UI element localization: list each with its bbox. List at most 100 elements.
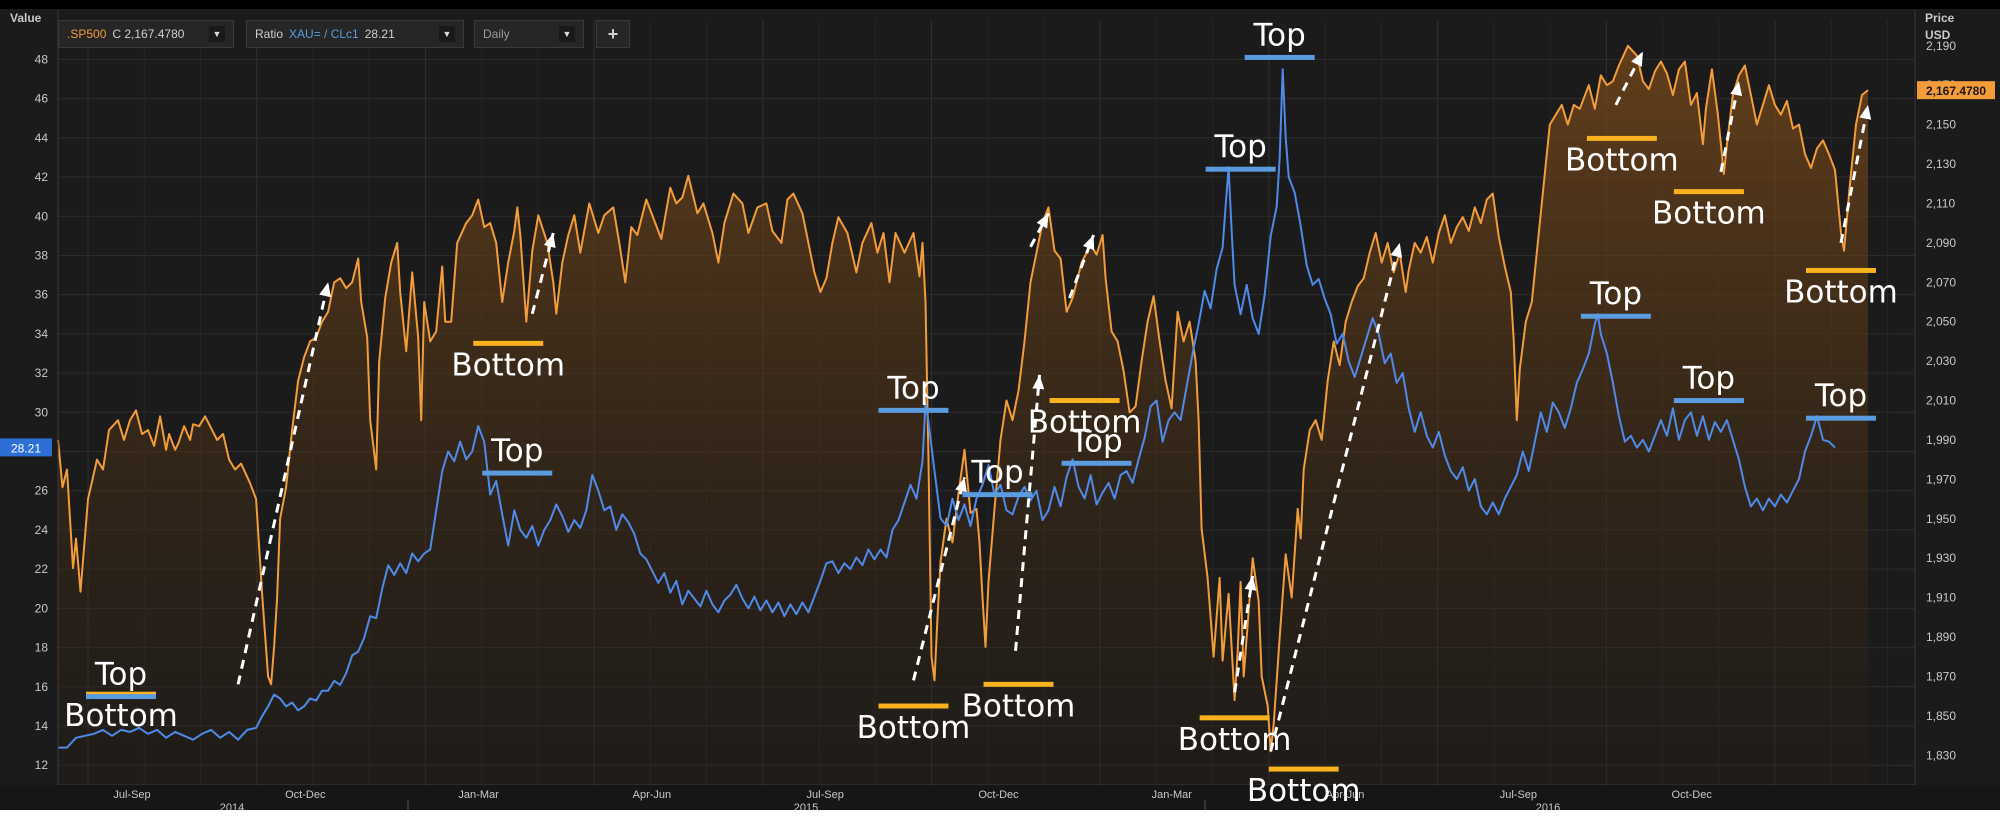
trend-arrow — [912, 477, 966, 681]
arrow-head — [1730, 81, 1743, 97]
left-axis-title: Value — [10, 11, 42, 25]
x-tick-label: Jan-Mar — [458, 789, 499, 801]
left-tick-label: 16 — [35, 680, 49, 694]
left-tick-label: 36 — [35, 288, 49, 302]
interval-select[interactable]: Daily ▼ — [474, 20, 584, 48]
top-marker — [962, 492, 1033, 498]
add-series-button[interactable]: + — [596, 20, 630, 48]
trend-arrow — [1029, 212, 1050, 248]
right-tick-label: 1,850 — [1926, 709, 1956, 723]
x-tick-label: Oct-Dec — [978, 789, 1019, 801]
arrow-head — [1036, 213, 1049, 229]
top-marker — [1673, 398, 1744, 404]
ratio-line — [58, 68, 1836, 749]
arrow-head — [319, 282, 331, 298]
interval-value: Daily — [483, 27, 510, 41]
left-value-badge — [0, 438, 52, 457]
bottom-label: Bottom — [962, 688, 1076, 724]
right-tick-label: 2,130 — [1926, 157, 1956, 171]
top-border — [0, 0, 2000, 9]
right-tick-label: 1,990 — [1926, 433, 1956, 447]
bottom-marker — [1805, 267, 1876, 273]
sp500-line — [57, 44, 1869, 753]
right-tick-label: 2,030 — [1926, 354, 1956, 368]
arrow-head — [955, 477, 967, 493]
trend-arrow — [1839, 104, 1870, 244]
bottom-marker — [1268, 766, 1339, 772]
chevron-down-icon[interactable]: ▼ — [559, 26, 575, 42]
bottom-label: Bottom — [1565, 142, 1679, 178]
x-tick-label: Apr-Jun — [633, 789, 672, 801]
left-tick-label: 38 — [35, 248, 49, 262]
ratio-ric: XAU= / CLc1 — [289, 27, 359, 41]
bottom-label: Bottom — [1784, 274, 1898, 310]
right-tick-label: 1,830 — [1926, 748, 1956, 762]
left-tick-label: 34 — [35, 327, 49, 341]
bottom-marker — [473, 340, 544, 346]
right-tick-label: 1,890 — [1926, 630, 1956, 644]
right-tick-label: 2,090 — [1926, 236, 1956, 250]
left-value-badge-text: 28.21 — [11, 441, 41, 455]
x-tick-label: Jul-Sep — [113, 789, 150, 801]
chevron-down-icon[interactable]: ▼ — [209, 26, 225, 42]
bottom-label: Bottom — [451, 347, 565, 383]
top-marker — [1580, 313, 1651, 319]
top-marker — [1805, 415, 1876, 421]
trend-arrow — [1233, 575, 1255, 693]
right-tick-label: 1,910 — [1926, 591, 1956, 605]
top-label: Top — [1589, 276, 1642, 312]
top-marker — [1205, 166, 1276, 172]
right-axis-title: Price — [1925, 11, 1955, 25]
top-label: Top — [1213, 129, 1266, 165]
arrow-head — [1082, 234, 1095, 251]
left-tick-label: 30 — [35, 405, 49, 419]
left-tick-label: 18 — [35, 641, 49, 655]
sp500-ric: .SP500 — [67, 27, 107, 41]
ratio-value: 28.21 — [364, 27, 395, 41]
top-label: Top — [886, 370, 939, 406]
trend-arrow — [1269, 242, 1402, 752]
year-label: 2014 — [220, 802, 244, 810]
right-value-badge — [1917, 81, 1995, 100]
right-tick-label: 1,950 — [1926, 512, 1956, 526]
arrow-head — [1032, 374, 1045, 390]
x-tick-label: Oct-Dec — [285, 789, 326, 801]
right-tick-label: 1,930 — [1926, 551, 1956, 565]
bottom-marker — [878, 703, 949, 709]
left-tick-label: 22 — [35, 562, 49, 576]
top-label: Top — [1253, 17, 1306, 53]
bottom-label: Bottom — [1652, 196, 1766, 232]
left-tick-label: 24 — [35, 523, 49, 537]
top-label: Top — [1069, 423, 1122, 459]
bottom-marker — [1586, 135, 1657, 141]
left-tick-label: 44 — [35, 131, 49, 145]
left-tick-label: 42 — [35, 170, 49, 184]
arrow-head — [1631, 51, 1643, 67]
left-tick-label: 14 — [35, 719, 49, 733]
x-tick-label: Jan-Mar — [1152, 789, 1193, 801]
right-tick-label: 2,050 — [1926, 315, 1956, 329]
arrow-head — [543, 233, 556, 249]
bottom-marker — [1673, 189, 1744, 195]
top-label: Top — [1682, 361, 1735, 397]
bottom-label: Bottom — [857, 710, 971, 746]
year-label: 2015 — [794, 802, 818, 810]
top-marker — [86, 694, 157, 700]
plus-icon: + — [607, 23, 619, 44]
right-tick-label: 2,190 — [1926, 39, 1956, 53]
right-tick-label: 2,110 — [1926, 196, 1955, 210]
left-tick-label: 20 — [35, 601, 49, 615]
bottom-label: Bottom — [1247, 773, 1361, 809]
left-tick-label: 48 — [35, 52, 49, 66]
year-label: 2016 — [1536, 802, 1560, 810]
chevron-down-icon[interactable]: ▼ — [439, 26, 455, 42]
arrow-head — [1244, 575, 1257, 591]
top-label: Top — [970, 455, 1023, 491]
series-selector-sp500[interactable]: .SP500 C 2,167.4780 ▼ — [58, 20, 234, 48]
series-selector-ratio[interactable]: Ratio XAU= / CLc1 28.21 ▼ — [246, 20, 464, 48]
right-tick-label: 2,150 — [1926, 118, 1956, 132]
bottom-marker — [1049, 398, 1120, 404]
top-label: Top — [490, 433, 543, 469]
